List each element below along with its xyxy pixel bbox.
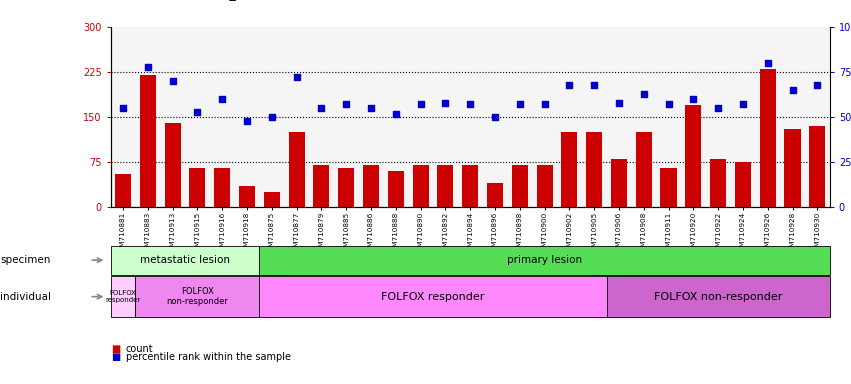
Bar xyxy=(809,126,825,207)
Point xyxy=(662,101,676,108)
Point xyxy=(364,105,378,111)
Point xyxy=(637,91,650,97)
Text: individual: individual xyxy=(0,291,51,302)
Text: count: count xyxy=(126,344,153,354)
Point xyxy=(612,99,625,106)
Text: FOLFOX
responder: FOLFOX responder xyxy=(106,290,140,303)
Text: percentile rank within the sample: percentile rank within the sample xyxy=(126,352,291,362)
Point xyxy=(785,87,799,93)
Point xyxy=(240,118,254,124)
Point xyxy=(463,101,477,108)
Point xyxy=(563,81,576,88)
Point xyxy=(438,99,452,106)
Bar xyxy=(363,165,379,207)
Bar xyxy=(288,132,305,207)
Bar xyxy=(214,168,231,207)
Bar xyxy=(760,69,776,207)
Bar xyxy=(735,162,751,207)
Point xyxy=(736,101,750,108)
Bar xyxy=(586,132,603,207)
Point xyxy=(340,101,353,108)
Text: primary lesion: primary lesion xyxy=(507,255,582,265)
Point xyxy=(488,114,502,120)
Bar xyxy=(313,165,329,207)
Text: specimen: specimen xyxy=(0,255,50,265)
Text: ■: ■ xyxy=(111,352,120,362)
Bar xyxy=(437,165,454,207)
Bar xyxy=(338,168,354,207)
Point xyxy=(191,109,204,115)
Bar xyxy=(388,171,404,207)
Bar xyxy=(511,165,528,207)
Bar xyxy=(660,168,677,207)
Bar xyxy=(462,165,478,207)
Point xyxy=(687,96,700,102)
Point xyxy=(587,81,601,88)
Point xyxy=(711,105,725,111)
Text: metastatic lesion: metastatic lesion xyxy=(140,255,230,265)
Text: FOLFOX non-responder: FOLFOX non-responder xyxy=(654,291,782,302)
Bar xyxy=(536,165,552,207)
Bar xyxy=(636,132,652,207)
Bar xyxy=(164,123,180,207)
Point xyxy=(117,105,130,111)
Point xyxy=(538,101,551,108)
Point xyxy=(265,114,278,120)
Bar xyxy=(413,165,429,207)
Text: ■: ■ xyxy=(111,344,120,354)
Point xyxy=(215,96,229,102)
Point xyxy=(389,111,403,117)
Point xyxy=(141,63,155,70)
Bar xyxy=(562,132,578,207)
Point xyxy=(315,105,328,111)
Bar xyxy=(685,105,701,207)
Point xyxy=(290,74,304,81)
Text: FOLFOX
non-responder: FOLFOX non-responder xyxy=(167,287,228,306)
Text: FOLFOX responder: FOLFOX responder xyxy=(381,291,485,302)
Bar xyxy=(487,183,503,207)
Point xyxy=(513,101,527,108)
Bar xyxy=(264,192,280,207)
Point xyxy=(761,60,774,66)
Bar xyxy=(115,174,131,207)
Bar xyxy=(239,186,255,207)
Bar xyxy=(611,159,627,207)
Bar xyxy=(190,168,205,207)
Bar xyxy=(140,75,156,207)
Point xyxy=(414,101,427,108)
Bar xyxy=(710,159,726,207)
Point xyxy=(810,81,824,88)
Bar xyxy=(785,129,801,207)
Point xyxy=(166,78,180,84)
